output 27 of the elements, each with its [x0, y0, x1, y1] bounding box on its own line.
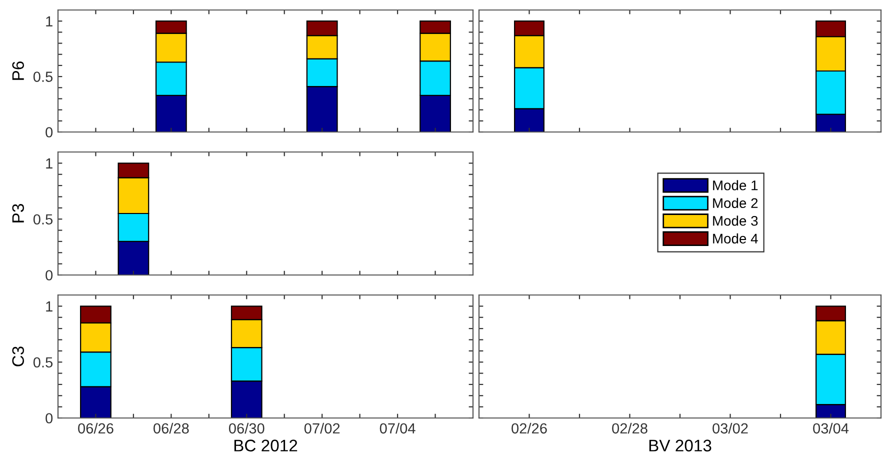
y-tick-label: 0: [46, 127, 53, 138]
x-tick-label: 03/02: [712, 422, 748, 434]
y-tick-label: 1: [46, 158, 52, 168]
legend-label: Mode 1: [713, 180, 758, 190]
y-tick-label: 1: [46, 16, 52, 26]
x-tick-label: 02/26: [512, 422, 547, 434]
y-axis-title: C3: [12, 346, 24, 366]
y-tick-label: 1: [46, 301, 52, 312]
x-tick-label: 06/30: [228, 422, 264, 434]
x-tick-label: 07/04: [380, 422, 416, 434]
x-axis-title: BV 2013: [649, 440, 712, 452]
x-tick-label: 06/26: [78, 422, 114, 434]
x-axis-title: BC 2012: [234, 440, 298, 452]
legend-label: Mode 2: [713, 198, 758, 208]
legend-label: Mode 3: [713, 216, 758, 226]
y-tick-label: 0: [46, 413, 53, 424]
legend-label: Mode 4: [713, 233, 758, 244]
x-tick-label: 06/28: [154, 422, 189, 434]
x-tick-label: 07/02: [304, 422, 340, 434]
y-axis-title: P3: [12, 204, 24, 222]
x-tick-label: 03/04: [813, 422, 849, 434]
y-axis-title: P6: [12, 62, 24, 80]
y-tick-label: 0.5: [33, 72, 53, 82]
x-tick-label: 02/28: [612, 422, 648, 434]
y-tick-label: 0.5: [33, 214, 53, 225]
y-tick-label: 0.5: [33, 357, 53, 368]
y-tick-label: 0: [46, 270, 53, 280]
